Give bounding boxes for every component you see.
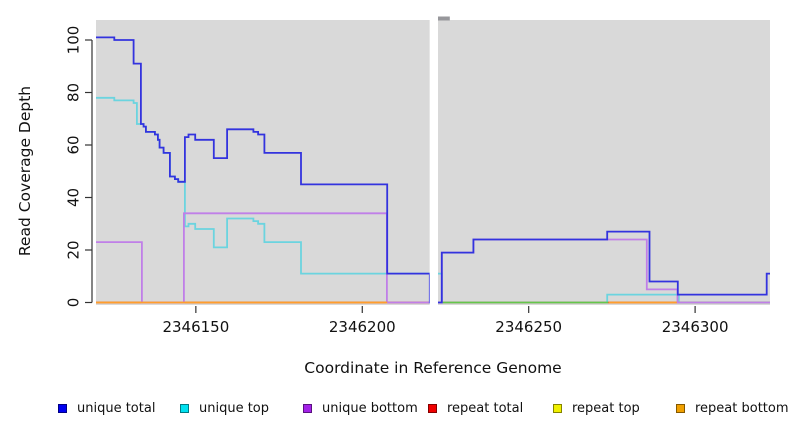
legend-label: repeat total — [447, 400, 524, 416]
x-axis-title: Coordinate in Reference Genome — [304, 359, 561, 377]
legend-item-unique-top: unique top — [180, 399, 269, 417]
legend-item-unique-total: unique total — [58, 399, 155, 417]
y-tick-label: 60 — [65, 135, 83, 154]
y-tick-label: 100 — [65, 26, 83, 55]
legend-swatch-repeat-bottom — [676, 403, 685, 413]
legend-item-repeat-total: repeat total — [428, 399, 523, 417]
y-tick-label: 80 — [65, 83, 83, 102]
chart-legend: unique total unique top unique bottom repea… — [0, 399, 792, 421]
x-tick-label: 2346250 — [495, 318, 562, 336]
legend-label: repeat bottom — [695, 400, 789, 416]
masked-region-marker — [437, 16, 450, 21]
legend-swatch-unique-bottom — [303, 403, 312, 413]
series-line-unique-total — [96, 36, 770, 304]
x-tick-label: 2346300 — [662, 318, 729, 336]
y-axis-title: Read Coverage Depth — [16, 86, 34, 256]
legend-label: unique bottom — [322, 400, 418, 416]
legend-label: repeat top — [572, 400, 640, 416]
x-tick-label: 2346150 — [162, 318, 229, 336]
legend-swatch-repeat-total — [428, 403, 437, 413]
legend-label: unique total — [77, 400, 156, 416]
masked-region-overlay — [429, 20, 438, 305]
legend-swatch-unique-top — [180, 403, 189, 413]
legend-label: unique top — [199, 400, 270, 416]
y-tick-label: 0 — [65, 298, 83, 308]
legend-item-repeat-bottom: repeat bottom — [676, 399, 789, 417]
y-tick-label: 20 — [65, 240, 83, 259]
legend-item-repeat-top: repeat top — [553, 399, 640, 417]
legend-swatch-repeat-top — [553, 403, 562, 413]
legend-item-unique-bottom: unique bottom — [303, 399, 418, 417]
x-tick-label: 2346200 — [329, 318, 396, 336]
y-tick-label: 40 — [65, 188, 83, 207]
legend-swatch-unique-total — [58, 403, 67, 413]
